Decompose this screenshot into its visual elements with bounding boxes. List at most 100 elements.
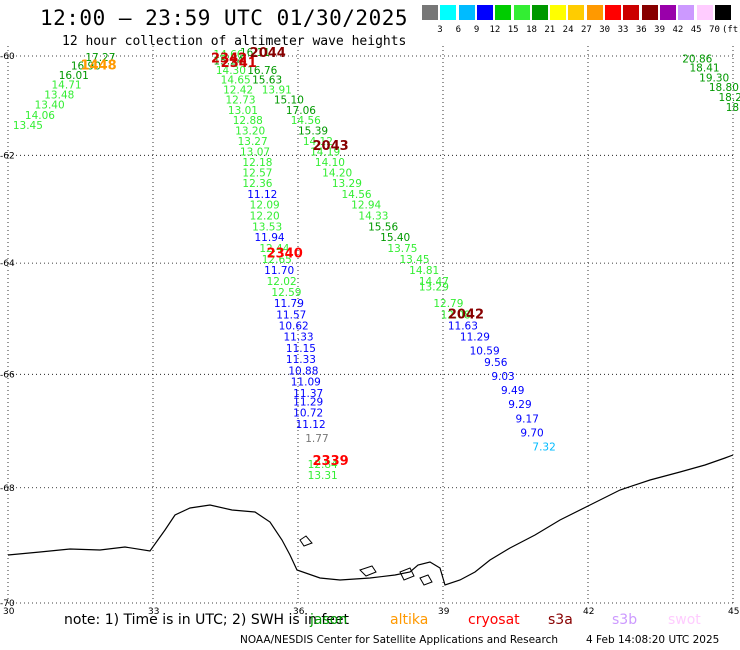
wave-height-label: 12.88 <box>233 115 263 127</box>
wave-height-label: 14.81 <box>409 265 439 277</box>
wave-height-label: 13.01 <box>228 105 258 117</box>
legend-unit: (ft) <box>721 25 740 35</box>
legend-label: 27 <box>580 25 592 35</box>
wave-height-label: 12.84 <box>308 459 338 471</box>
legend-swatch <box>513 5 530 20</box>
wave-height-label: 14.19 <box>310 146 340 158</box>
pass-time-label: 2339 <box>313 454 349 469</box>
legend-swatch <box>550 5 567 20</box>
pass-time-label: 2043 <box>313 139 349 154</box>
axis-ticks: 30 33 36 39 42 45 -60 -62 -64 -66 -68 -70 <box>0 52 739 617</box>
legend-swatch <box>641 5 658 20</box>
wave-height-label: 17.06 <box>286 105 316 117</box>
legend-swatch <box>495 5 512 20</box>
lat-tick-label: -60 <box>0 52 15 62</box>
wave-height-label: 11.57 <box>276 309 306 321</box>
coastline-islands <box>299 535 433 586</box>
legend-swatch <box>623 5 640 20</box>
legend-swatch <box>714 5 731 20</box>
wave-height-label: 14.56 <box>342 189 372 201</box>
legend-label: 3 <box>437 25 443 35</box>
wave-height-label: 12.42 <box>223 85 253 97</box>
wave-height-label: 12.20 <box>250 210 280 222</box>
wave-height-label: 9.56 <box>484 357 508 369</box>
legend-label: 30 <box>599 25 611 35</box>
wave-height-label: 12.02 <box>267 276 297 288</box>
pass-time-label: 2342 <box>211 51 247 66</box>
wave-height-label: 12.08 <box>441 309 471 321</box>
wave-height-label: 13.31 <box>308 470 338 482</box>
pass-time-label: 2042 <box>448 307 484 322</box>
wave-height-label: 12.65 <box>262 254 292 266</box>
wave-height-label: 13.29 <box>332 178 362 190</box>
lon-tick-label: 33 <box>148 607 159 617</box>
footer-credit: NOAA/NESDIS Center for Satellite Applica… <box>240 634 558 646</box>
wave-height-label: 13.40 <box>35 100 65 112</box>
wave-height-label: 12.36 <box>242 178 272 190</box>
wave-height-label: 11.15 <box>286 343 316 355</box>
wave-height-label: 9.70 <box>520 427 543 439</box>
wave-height-label: 15.63 <box>252 75 282 87</box>
wave-height-label: 13.91 <box>262 85 292 97</box>
wave-height-label: 11.79 <box>274 298 304 310</box>
wave-height-label: 15.40 <box>380 232 410 244</box>
wave-height-label: 13.75 <box>387 243 417 255</box>
wave-height-label: 15.10 <box>274 95 304 107</box>
wave-height-label: 11.63 <box>448 320 478 332</box>
wave-height-label: 16.90 <box>71 60 101 72</box>
legend-label: 24 <box>562 25 574 35</box>
wave-height-label: 1.77 <box>305 433 328 445</box>
mission-label-cryosat: cryosat <box>468 612 520 628</box>
wave-height-label: 15.56 <box>368 221 398 233</box>
legend-label: 18 <box>526 25 537 35</box>
wave-height-label: 13.45 <box>400 254 430 266</box>
wave-height-label: 13.20 <box>235 125 265 137</box>
wave-height-label: 14.12 <box>303 136 333 148</box>
wave-height-label: 16.11 <box>240 47 270 59</box>
wave-height-label: 14.30 <box>216 65 246 77</box>
wave-height-label: 200 <box>719 0 739 3</box>
mission-label-altika: altika <box>390 612 429 628</box>
wave-height-label: 13.53 <box>252 221 282 233</box>
wave-height-label: 11.94 <box>255 232 285 244</box>
wave-height-label: 18.2 <box>719 92 740 104</box>
wave-height-label: 13.48 <box>44 90 74 102</box>
mission-label-jason: jason <box>310 612 348 628</box>
wave-height-label: 11.37 <box>293 388 323 400</box>
legend-swatch <box>440 5 457 20</box>
wave-height-label: 15.24 <box>213 56 243 68</box>
legend-label: 15 <box>507 25 519 35</box>
legend-label: 6 <box>455 25 461 35</box>
wave-height-label: 11.29 <box>460 332 490 344</box>
antarctic-coastline <box>7 454 734 586</box>
legend-swatch <box>531 5 548 20</box>
wave-height-label: 18 <box>726 102 739 114</box>
map-title: 12:00 — 23:59 UTC 01/30/2025 <box>40 6 409 30</box>
pass-time-label: 2340 <box>267 247 303 262</box>
legend-swatch <box>678 5 695 20</box>
wave-height-label: 10.62 <box>279 320 309 332</box>
wave-height-label: 12.73 <box>226 95 256 107</box>
track-value-labels: 17.98 17.2716.9016.0114.7113.4813.4014.06… <box>13 0 740 482</box>
wave-height-label: 10.59 <box>470 346 500 358</box>
wave-height-label: 14.65 <box>221 75 251 87</box>
wave-height-label: 11.33 <box>286 354 316 366</box>
wave-height-label: 14.20 <box>322 168 352 180</box>
wave-height-label: 11.12 <box>247 189 277 201</box>
wave-height-label: 14.47 <box>419 276 449 288</box>
legend-swatch <box>476 5 493 20</box>
wave-height-label: 12.79 <box>433 298 463 310</box>
lon-tick-label: 39 <box>438 607 450 617</box>
lon-tick-label: 45 <box>728 607 739 617</box>
mission-label-swot: swot <box>668 612 701 628</box>
lon-tick-label: 42 <box>583 607 594 617</box>
wave-height-label: 11.29 <box>293 396 323 408</box>
legend-swatch <box>422 5 438 20</box>
wave-height-label: 18.41 <box>690 63 720 75</box>
wave-height-label: 14.06 <box>25 110 55 122</box>
wave-height-label: 14.66 <box>213 49 243 61</box>
wave-height-label: 11.33 <box>284 332 314 344</box>
mission-label-s3a: s3a <box>548 612 573 628</box>
